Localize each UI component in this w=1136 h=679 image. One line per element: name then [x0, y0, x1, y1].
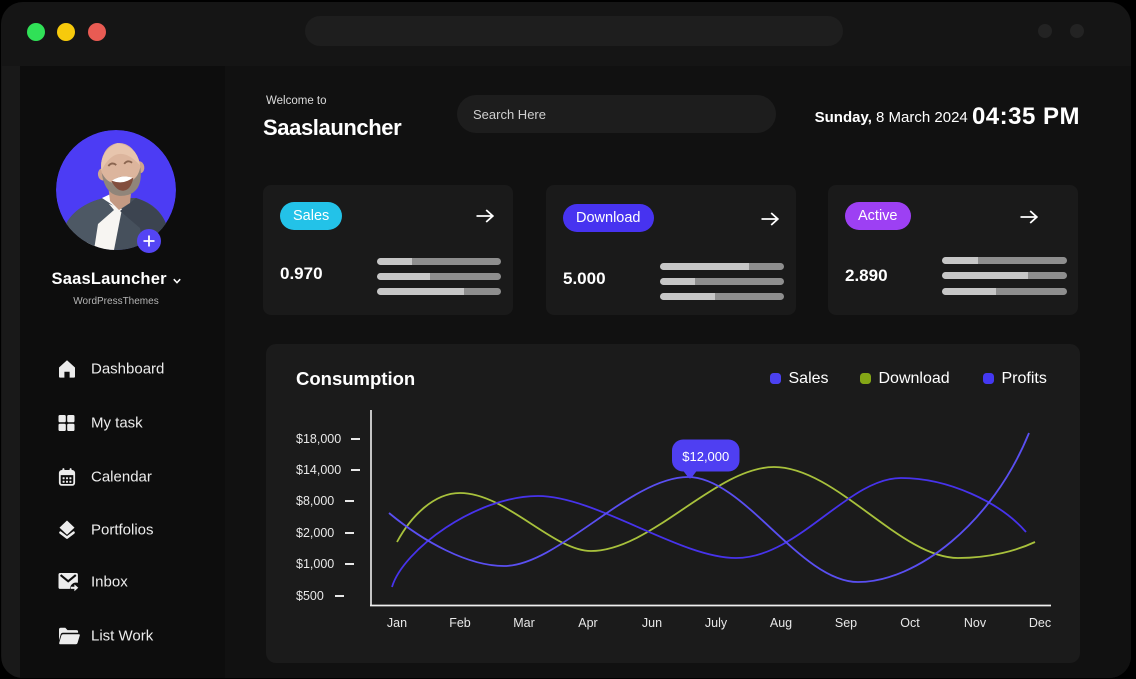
svg-text:$18,000: $18,000 — [296, 432, 341, 446]
svg-text:Jun: Jun — [642, 616, 662, 630]
svg-text:$1,000: $1,000 — [296, 557, 334, 571]
svg-text:$14,000: $14,000 — [296, 463, 341, 477]
svg-text:Aug: Aug — [770, 616, 792, 630]
svg-text:$12,000: $12,000 — [682, 449, 729, 464]
svg-text:$2,000: $2,000 — [296, 526, 334, 540]
svg-text:July: July — [705, 616, 728, 630]
svg-text:Apr: Apr — [578, 616, 597, 630]
svg-text:$500: $500 — [296, 589, 324, 603]
svg-text:Dec: Dec — [1029, 616, 1051, 630]
svg-text:Jan: Jan — [387, 616, 407, 630]
svg-text:Oct: Oct — [900, 616, 920, 630]
svg-text:Sep: Sep — [835, 616, 857, 630]
svg-text:$8,000: $8,000 — [296, 494, 334, 508]
svg-text:Feb: Feb — [449, 616, 471, 630]
svg-text:Nov: Nov — [964, 616, 987, 630]
svg-text:Mar: Mar — [513, 616, 535, 630]
